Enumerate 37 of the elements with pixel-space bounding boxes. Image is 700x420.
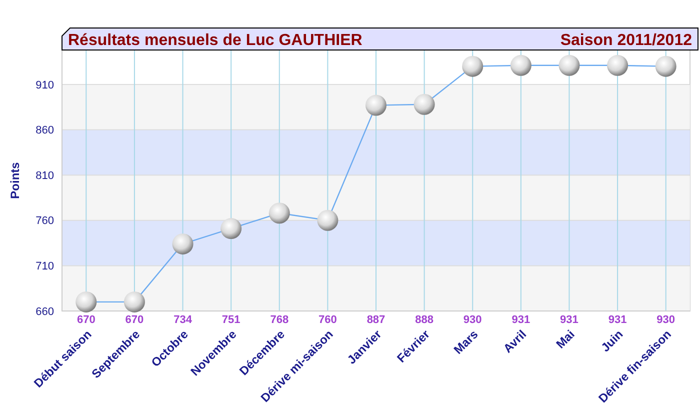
point — [462, 56, 484, 77]
point — [76, 291, 97, 312]
point — [510, 54, 532, 76]
data-label: 670 — [76, 314, 96, 326]
y-tick-label: 910 — [36, 79, 54, 92]
data-label: 760 — [318, 314, 337, 326]
data-label: 734 — [174, 314, 193, 326]
data-label: 930 — [656, 314, 676, 326]
point — [220, 218, 242, 240]
chart-subtitle: Saison 2011/2012 — [560, 32, 692, 49]
point — [607, 54, 628, 76]
data-label: 887 — [366, 314, 386, 326]
point — [655, 56, 676, 77]
y-axis-title: Points — [8, 162, 22, 199]
point — [558, 54, 580, 76]
data-label: 768 — [270, 314, 289, 326]
point — [414, 94, 435, 115]
y-tick-label: 810 — [36, 170, 54, 182]
data-label: 751 — [222, 314, 240, 326]
y-tick-label: 860 — [36, 124, 54, 137]
point — [366, 94, 386, 116]
x-tick-label: Mai — [553, 327, 578, 352]
data-label: 670 — [125, 314, 144, 326]
data-label: 888 — [415, 314, 434, 326]
data-label: 931 — [560, 314, 578, 326]
y-tick-label: 760 — [36, 215, 54, 228]
chart-title: Résultats mensuels de Luc GAUTHIER — [68, 32, 363, 49]
y-tick-label: 660 — [36, 306, 54, 318]
point — [124, 291, 145, 312]
y-tick-label: 710 — [36, 260, 54, 273]
x-tick-label: Juin — [598, 327, 626, 355]
point — [317, 210, 338, 231]
data-label: 930 — [463, 314, 482, 326]
data-label: 931 — [512, 314, 530, 326]
data-label: 931 — [608, 314, 627, 326]
point — [172, 233, 194, 254]
point — [268, 202, 290, 224]
